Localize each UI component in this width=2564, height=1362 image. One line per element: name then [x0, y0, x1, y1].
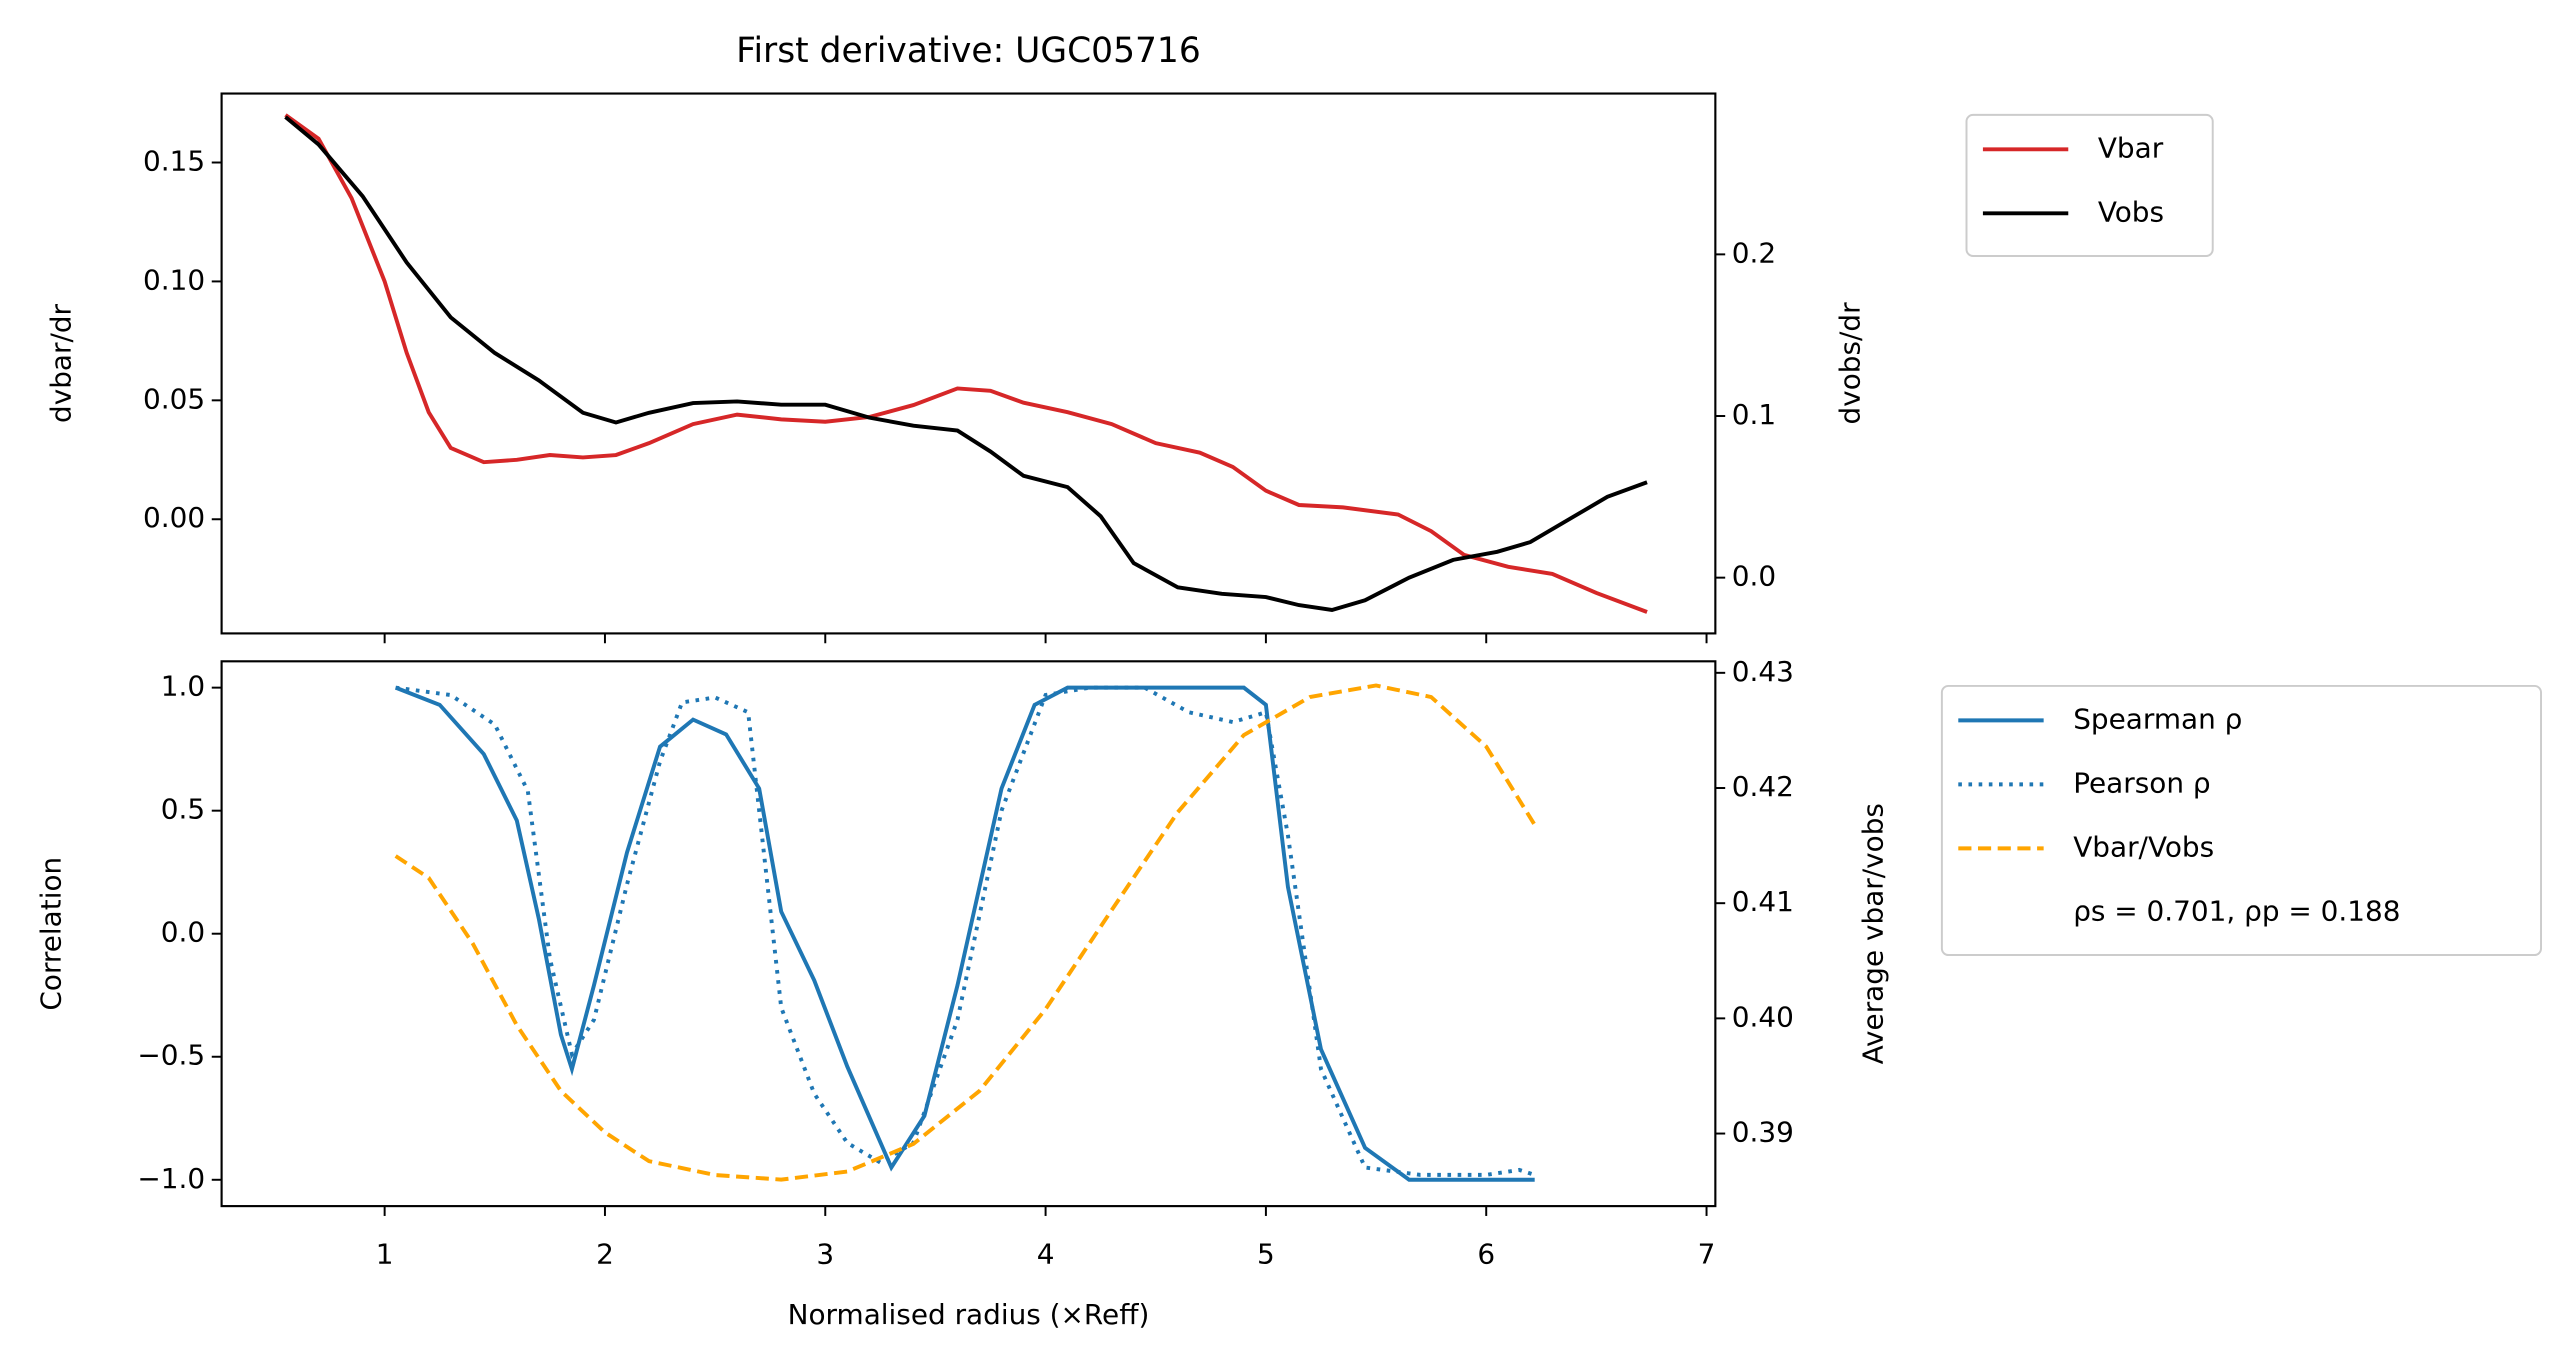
legend-label: Vbar/Vobs — [2073, 830, 2214, 863]
y-tick-label: 0.1 — [1732, 398, 1776, 431]
legend-note: ρs = 0.701, ρp = 0.188 — [2073, 894, 2400, 927]
y-axis-label: Correlation — [35, 857, 68, 1011]
y-tick-label: 1.0 — [161, 670, 205, 703]
chart-title: First derivative: UGC05716 — [736, 31, 1201, 71]
x-tick-label: 5 — [1257, 1237, 1275, 1270]
series-line — [284, 113, 1648, 614]
x-tick-label: 6 — [1477, 1237, 1495, 1270]
y-tick-label: 0.5 — [161, 793, 205, 826]
x-tick-label: 7 — [1698, 1237, 1716, 1270]
y-tick-label: −1.0 — [137, 1162, 205, 1195]
y2-axis-label: Average vbar/vobs — [1857, 803, 1890, 1064]
y-tick-label: 0.39 — [1732, 1116, 1794, 1149]
series-line — [394, 685, 1535, 1182]
series-line — [394, 683, 1537, 1182]
x-tick-label: 2 — [596, 1237, 614, 1270]
y-tick-label: 0.10 — [143, 263, 205, 296]
y-tick-label: 0.41 — [1732, 885, 1794, 918]
legend-label: Vbar — [2098, 131, 2164, 164]
y-tick-label: 0.42 — [1732, 770, 1794, 803]
y-tick-label: 0.0 — [1732, 560, 1776, 593]
y-axis-label: dvbar/dr — [44, 303, 77, 423]
y-tick-label: 0.00 — [143, 501, 205, 534]
x-tick-label: 4 — [1037, 1237, 1055, 1270]
x-axis-label: Normalised radius (×Reff) — [788, 1298, 1150, 1331]
y-tick-label: 0.43 — [1732, 655, 1794, 688]
series-line — [284, 115, 1648, 612]
axes-frame — [220, 92, 1717, 635]
x-tick-label: 3 — [816, 1237, 834, 1270]
x-tick-label: 1 — [376, 1237, 394, 1270]
y-tick-label: 0.05 — [143, 382, 205, 415]
legend-box — [1965, 113, 2214, 257]
y-tick-label: −0.5 — [137, 1039, 205, 1072]
y-tick-label: 0.40 — [1732, 1000, 1794, 1033]
y-tick-label: 0.0 — [161, 916, 205, 949]
legend-label: Spearman ρ — [2073, 702, 2242, 735]
series-line — [395, 685, 1536, 1177]
y2-axis-label: dvobs/dr — [1834, 302, 1867, 425]
y-tick-label: 0.15 — [143, 145, 205, 178]
legend-label: Pearson ρ — [2073, 766, 2210, 799]
y-tick-label: 0.2 — [1732, 236, 1776, 269]
legend-label: Vobs — [2098, 195, 2164, 228]
legend-box — [1940, 684, 2543, 957]
